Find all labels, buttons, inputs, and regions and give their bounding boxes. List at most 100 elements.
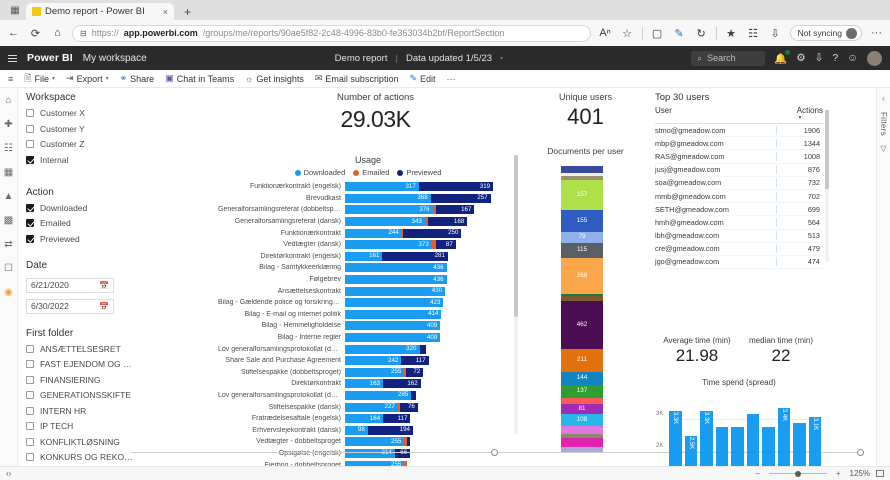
checkbox-icon[interactable] — [26, 453, 34, 461]
avatar[interactable] — [867, 50, 882, 66]
usage-bar-row[interactable]: Generalforsamlingsreferat (dansk) 343 168 — [218, 216, 508, 228]
workspace-breadcrumb[interactable]: My workspace — [82, 52, 147, 64]
edit-button[interactable]: ✎ Edit — [409, 73, 435, 84]
documents-per-user-segment[interactable] — [561, 437, 603, 447]
usage-bar-row[interactable]: Direktørkontrakt 163 162 — [218, 378, 508, 390]
powerbi-logo[interactable]: Power BI — [27, 52, 73, 64]
usage-bar-row[interactable]: Ejerbog - dobbeltsproget 255 — [218, 459, 508, 466]
usage-bar-row[interactable]: Direktørkontrakt (engelsk) 161 281 — [218, 251, 508, 263]
data-hub-icon[interactable]: ▦ — [3, 167, 14, 178]
table-row[interactable]: mbp@gmeadow.com 1344 — [655, 137, 823, 151]
time-spend-bar[interactable] — [746, 413, 759, 466]
usage-bar-row[interactable]: Funktionærkontrakt 244 250 — [218, 227, 508, 239]
checkbox-icon[interactable] — [26, 140, 34, 148]
documents-per-user-segment[interactable]: 155 — [561, 209, 603, 232]
home-icon[interactable]: ⌂ — [54, 27, 61, 39]
usage-bar-segment[interactable]: 255 — [345, 437, 405, 447]
documents-per-user-segment[interactable]: 137 — [561, 384, 603, 398]
usage-bar-segment[interactable]: 285 — [345, 390, 412, 400]
get-insights-button[interactable]: ☼ Get insights — [245, 74, 304, 84]
usage-bar-row[interactable]: Følgebrev 436 — [218, 274, 508, 286]
table-row[interactable]: soa@gmeadow.com 732 — [655, 177, 823, 190]
usage-bar-segment[interactable]: 72 — [406, 367, 424, 377]
usage-bar-row[interactable]: Bilag - Gældende police og forsikringsbe… — [218, 297, 508, 309]
time-spend-bar[interactable]: 3.3K — [700, 410, 713, 466]
home-icon[interactable]: ⌂ — [5, 95, 12, 106]
browser-more-icon[interactable]: ··· — [871, 27, 882, 39]
learn-icon[interactable]: ☐ — [4, 263, 13, 274]
usage-bar-row[interactable]: Vedtægter - dobbeltsproget 255 — [218, 436, 508, 448]
usage-vertical-scrollbar[interactable] — [514, 155, 518, 434]
slicer-option-emailed[interactable]: Emailed — [26, 218, 134, 228]
documents-per-user-segment[interactable]: 81 — [561, 404, 603, 414]
usage-bar-segment[interactable]: 87 — [435, 240, 456, 250]
checkbox-icon[interactable] — [26, 406, 34, 415]
pen-icon[interactable]: ✎ — [674, 27, 684, 40]
usage-bar-segment[interactable]: 320 — [345, 344, 420, 354]
usage-bar-segment[interactable] — [404, 460, 408, 466]
documents-per-user-segment[interactable] — [561, 397, 603, 405]
table-row[interactable]: RAS@gmeadow.com 1008 — [655, 150, 823, 164]
usage-bar-row[interactable]: Bilag - Samtykkeerklæring 436 — [218, 262, 508, 274]
export-menu-button[interactable]: ⇥ Export ▾ — [66, 73, 109, 84]
documents-per-user-segment[interactable]: 157 — [561, 179, 603, 210]
zoom-out-button[interactable]: − — [755, 469, 760, 478]
checkbox-icon[interactable] — [26, 109, 34, 117]
scroll-knob-left[interactable] — [490, 448, 498, 456]
usage-bar-row[interactable]: Bilag - E-mail og internet politik 414 — [218, 309, 508, 321]
usage-bar-segment[interactable]: 409 — [345, 321, 441, 331]
usage-bar-row[interactable]: Bilag - Interne regler 409 — [218, 332, 508, 344]
usage-bar-segment[interactable]: 250 — [403, 228, 462, 238]
legend-item-previewed[interactable]: Previewed — [397, 168, 441, 177]
usage-bar-segment[interactable] — [406, 437, 410, 447]
refresh-icon[interactable]: ⟳ — [30, 27, 41, 40]
history-icon[interactable]: ↻ — [696, 27, 706, 40]
filters-pane-rail[interactable]: ‹ Filters ▽ — [876, 88, 890, 466]
collections-icon[interactable]: ▢ — [651, 27, 663, 40]
time-spend-bar[interactable]: 3.1K — [808, 417, 821, 466]
slicer-option-customer-x[interactable]: Customer X — [26, 108, 134, 118]
slicer-option-previewed[interactable]: Previewed — [26, 234, 134, 244]
usage-bar-segment[interactable]: 167 — [435, 205, 475, 215]
deployment-icon[interactable]: ⇄ — [4, 239, 13, 250]
zoom-slider[interactable] — [768, 470, 827, 477]
usage-bar-segment[interactable]: 242 — [345, 356, 402, 366]
slicer-option-intern-hr[interactable]: INTERN HR — [26, 406, 134, 416]
chat-in-teams-button[interactable]: ▣ Chat in Teams — [165, 73, 234, 84]
number-of-actions-card[interactable]: Number of actions 29.03K — [233, 92, 518, 133]
usage-bar-segment[interactable]: 423 — [345, 298, 444, 308]
checkbox-icon[interactable] — [26, 391, 34, 399]
usage-bar-segment[interactable] — [431, 240, 436, 250]
usage-bar-row[interactable]: Ansættelseskontrakt 430 — [218, 285, 508, 297]
metrics-icon[interactable]: ▲ — [3, 191, 14, 202]
usage-bar-segment[interactable]: 255 — [345, 460, 405, 466]
time-spend-bar[interactable]: 3.3K — [669, 410, 682, 466]
filter-icon[interactable]: ▽ — [880, 143, 887, 153]
usage-bar-segment[interactable]: 414 — [345, 309, 442, 319]
slicer-option-customer-y[interactable]: Customer Y — [26, 124, 134, 134]
usage-bar-segment[interactable]: 343 — [345, 217, 425, 227]
time-spend-bar[interactable] — [762, 426, 775, 466]
documents-per-user-segment[interactable]: 108 — [561, 413, 603, 426]
documents-per-user-segment[interactable] — [561, 166, 603, 174]
usage-bar-row[interactable]: Bilag - Hemmeligholdelse 409 — [218, 320, 508, 332]
documents-per-user-segment[interactable] — [561, 296, 603, 301]
usage-bar-segment[interactable]: 368 — [345, 193, 431, 203]
usage-bar-segment[interactable]: 117 — [401, 356, 429, 366]
documents-per-user-segment[interactable] — [561, 425, 603, 434]
usage-bar-segment[interactable] — [401, 228, 404, 238]
usage-bar-segment[interactable]: 376 — [345, 205, 433, 215]
apps-icon[interactable]: ▩ — [3, 215, 14, 226]
usage-bar-segment[interactable]: 98 — [345, 425, 368, 435]
read-aloud-icon[interactable]: Aⁿ — [599, 27, 611, 39]
usage-bar-segment[interactable]: 227 — [345, 402, 398, 412]
slicer-option-konfliktlosning[interactable]: KONFLIKTLØSNING — [26, 437, 134, 447]
slicer-option-ansaettelsesret[interactable]: ANSÆTTELSESRET — [26, 344, 134, 354]
table-row[interactable]: jgo@gmeadow.com 474 — [655, 256, 823, 270]
documents-per-user-segment[interactable] — [561, 176, 603, 180]
usage-bar-segment[interactable]: 163 — [345, 379, 383, 389]
extensions-icon[interactable]: ☷ — [748, 27, 759, 40]
calendar-icon[interactable]: 📅 — [99, 280, 109, 290]
usage-bar-segment[interactable]: 436 — [345, 263, 447, 273]
email-subscription-button[interactable]: ✉ Email subscription — [315, 73, 399, 84]
